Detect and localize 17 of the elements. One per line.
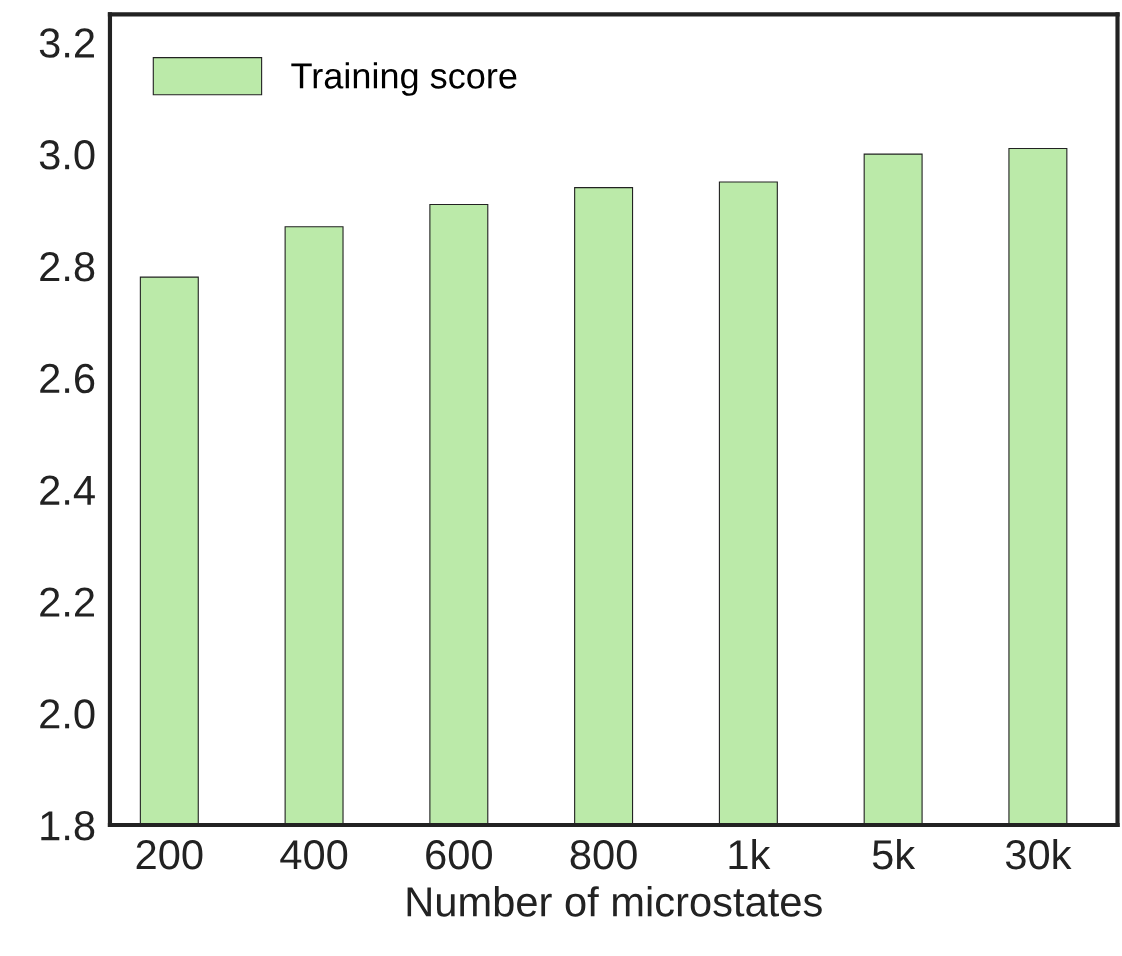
x-tick-label: 5k xyxy=(872,838,916,870)
legend-label: Training score xyxy=(291,62,517,96)
y-tick-label: 2.6 xyxy=(40,363,95,394)
y-tick-label: 2.2 xyxy=(40,587,94,617)
x-tick-label: 1k xyxy=(729,838,771,870)
y-tick-label: 1.8 xyxy=(41,811,95,841)
y-tick-label: 3.2 xyxy=(39,28,94,58)
x-axis-title: Number of microstates xyxy=(407,886,822,917)
y-tick-label: 2.8 xyxy=(40,251,95,282)
x-tick-label: 400 xyxy=(280,840,348,870)
y-tick-label: 2.4 xyxy=(40,475,95,505)
x-tick-label: 200 xyxy=(136,840,203,870)
y-tick-label: 3.0 xyxy=(39,140,95,170)
y-tick-label: 2.0 xyxy=(40,699,95,729)
x-tick-label: 600 xyxy=(426,840,492,870)
x-tick-label: 800 xyxy=(570,840,637,870)
x-tick-label: 30k xyxy=(1005,838,1072,870)
